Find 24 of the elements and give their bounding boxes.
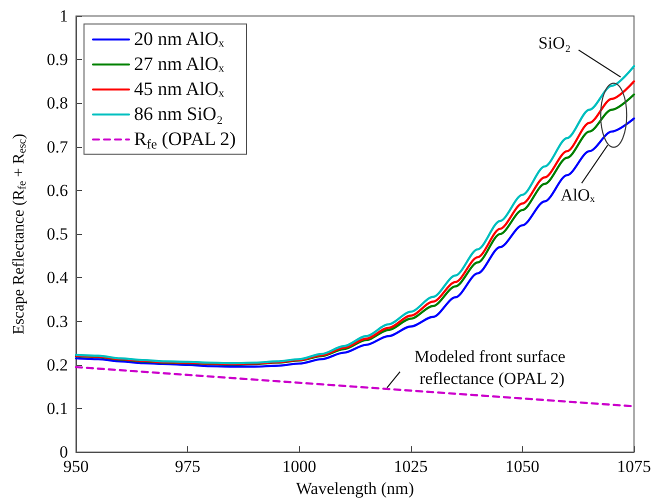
x-tick-label: 1075 <box>617 457 651 476</box>
y-axis-title: Escape Reflectance (Rfe + Resc) <box>10 134 28 334</box>
annotation: AlOₓ <box>560 186 595 205</box>
legend-label: 45 nm AlOₓ <box>134 79 224 100</box>
x-tick-label: 975 <box>174 457 200 476</box>
y-tick-label: 0.8 <box>46 94 68 113</box>
legend-label: 20 nm AlOₓ <box>134 29 224 50</box>
y-tick-label: 0.6 <box>46 180 68 200</box>
y-tick-label: 0.5 <box>46 224 68 244</box>
x-tick-label: 1050 <box>505 457 540 476</box>
y-tick-label: 0.1 <box>46 398 68 418</box>
x-tick-label: 1000 <box>282 457 316 476</box>
y-tick-label: 1 <box>60 6 68 26</box>
x-tick-label: 1025 <box>394 457 428 476</box>
y-tick-label: 0.7 <box>46 137 68 156</box>
legend-label: 27 nm AlOₓ <box>134 54 224 75</box>
y-tick-label: 0.3 <box>46 312 68 331</box>
x-axis-title: Wavelength (nm) <box>296 479 414 498</box>
legend-label: 86 nm SiO₂ <box>134 104 223 125</box>
y-tick-label: 0.4 <box>46 268 68 288</box>
y-tick-label: 0.2 <box>46 355 68 374</box>
y-tick-label: 0.9 <box>46 50 68 70</box>
annotation: Modeled front surface reflectance (OPAL 2) <box>414 347 570 388</box>
annotation: SiO₂ <box>538 34 571 53</box>
